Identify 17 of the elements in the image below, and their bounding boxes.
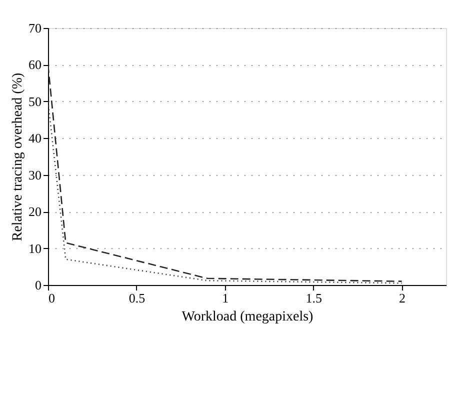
y-tick-label: 60 [28, 57, 42, 72]
y-tick-label: 10 [28, 240, 42, 256]
x-tick-label: 1.5 [306, 290, 322, 306]
y-tick-label: 70 [28, 20, 42, 36]
y-tick-label: 0 [35, 278, 42, 292]
x-tick-label: 0 [48, 290, 55, 306]
y-tick-label: 20 [28, 204, 42, 220]
line-series [48, 64, 402, 282]
line-series [48, 100, 402, 284]
y-axis-title: Relative tracing overhead (%) [10, 72, 26, 242]
y-tick-label: 40 [28, 130, 42, 146]
x-tick-label: 0.5 [128, 290, 146, 306]
y-tick-label: 50 [28, 94, 42, 109]
x-tick-label: 1 [222, 290, 229, 306]
x-axis-title: Workload (megapixels) [182, 310, 314, 324]
y-tick-label: 30 [28, 167, 42, 182]
x-tick-label: 2 [399, 290, 406, 306]
